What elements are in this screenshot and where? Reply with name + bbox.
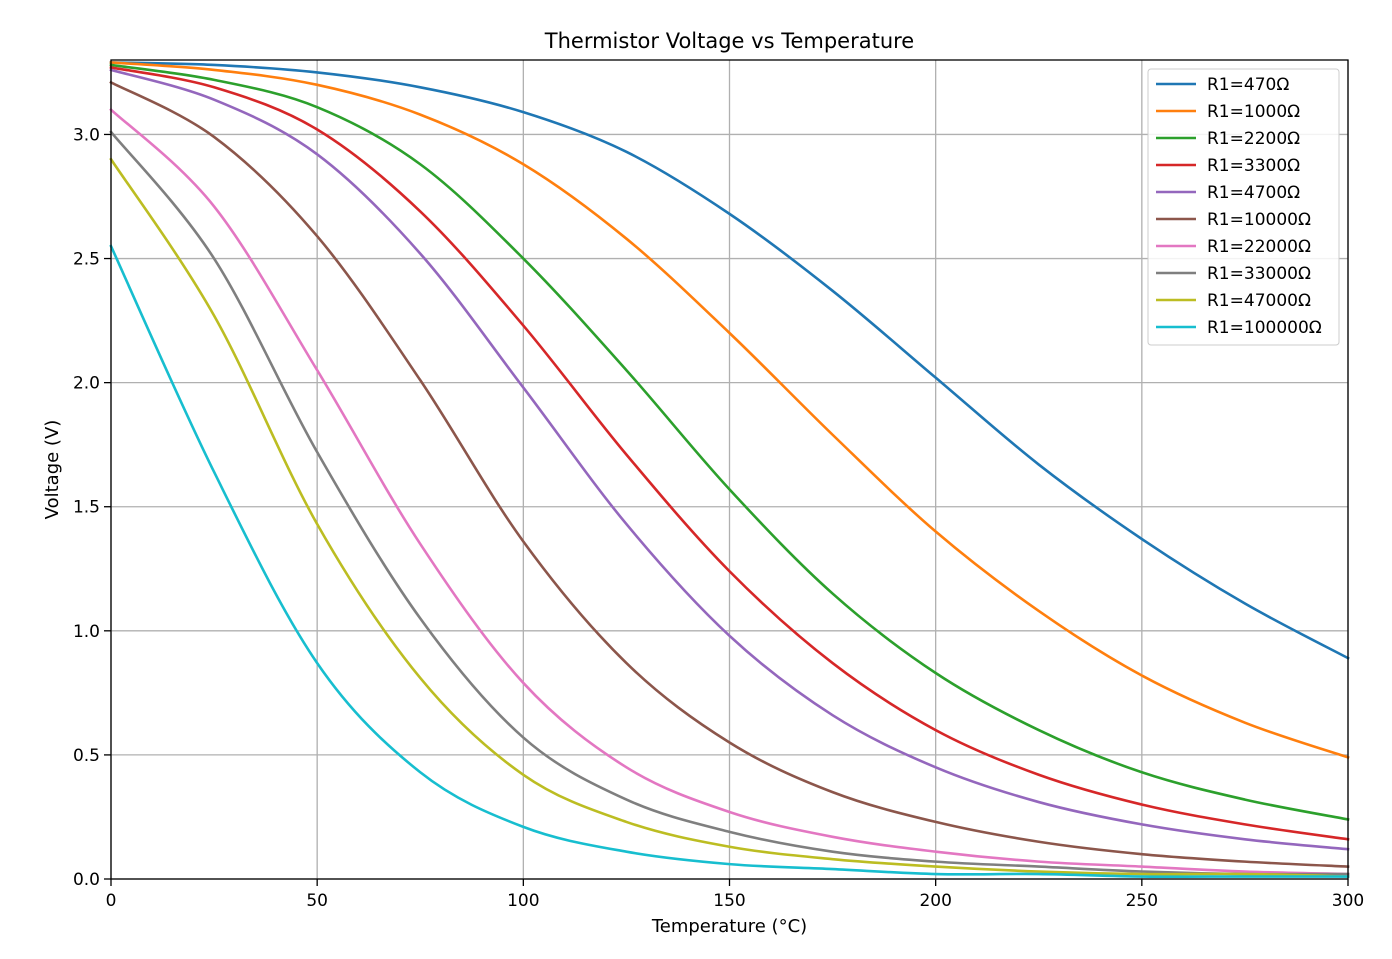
grid-layer bbox=[110, 60, 1349, 880]
x-tick-label: 50 bbox=[306, 891, 328, 911]
y-tick-label: 0.0 bbox=[73, 870, 100, 890]
y-tick-label: 2.0 bbox=[73, 374, 100, 394]
series-line-3 bbox=[109, 65, 1350, 841]
legend: R1=470Ω R1=1000Ω R1=2200Ω R1=3300Ω R1=4700Ω R… bbox=[1147, 68, 1340, 346]
legend-label: R1=33000Ω bbox=[1207, 264, 1311, 284]
series-line-9 bbox=[109, 244, 1350, 879]
y-tick-label: 0.5 bbox=[73, 746, 100, 766]
legend-label: R1=470Ω bbox=[1207, 75, 1289, 95]
x-tick-label: 150 bbox=[713, 891, 745, 911]
series-line-0 bbox=[109, 61, 1350, 660]
series-line-1 bbox=[109, 61, 1350, 760]
y-tick-label: 1.5 bbox=[73, 498, 100, 518]
series-line-2 bbox=[109, 63, 1350, 821]
x-tick-label: 300 bbox=[1332, 891, 1364, 911]
x-tick-label: 250 bbox=[1126, 891, 1158, 911]
legend-label: R1=1000Ω bbox=[1207, 102, 1300, 122]
series-line-7 bbox=[109, 130, 1350, 876]
x-tick-label: 0 bbox=[106, 891, 117, 911]
series-line-6 bbox=[109, 107, 1350, 876]
legend-label: R1=22000Ω bbox=[1207, 237, 1311, 257]
y-tick-label: 1.0 bbox=[73, 622, 100, 642]
tick-layer: 0 50 100 150 200 250 300 0.0 0.5 1.0 1.5 2.0 2.5 3.0 bbox=[73, 125, 1364, 911]
series-layer bbox=[109, 61, 1350, 879]
y-tick-label: 3.0 bbox=[73, 125, 100, 145]
legend-label: R1=47000Ω bbox=[1207, 291, 1311, 311]
x-tick-label: 200 bbox=[919, 891, 951, 911]
legend-label: R1=100000Ω bbox=[1207, 318, 1322, 338]
series-line-8 bbox=[109, 157, 1350, 878]
legend-label: R1=4700Ω bbox=[1207, 183, 1300, 203]
series-line-5 bbox=[109, 80, 1350, 868]
legend-label: R1=2200Ω bbox=[1207, 129, 1300, 149]
series-line-4 bbox=[109, 68, 1350, 851]
y-axis-label: Voltage (V) bbox=[42, 420, 63, 520]
legend-label: R1=3300Ω bbox=[1207, 156, 1300, 176]
y-tick-label: 2.5 bbox=[73, 250, 100, 270]
x-tick-label: 100 bbox=[507, 891, 539, 911]
chart-title: Thermistor Voltage vs Temperature bbox=[544, 29, 914, 53]
x-axis-label: Temperature (°C) bbox=[651, 916, 807, 937]
legend-label: R1=10000Ω bbox=[1207, 210, 1311, 230]
